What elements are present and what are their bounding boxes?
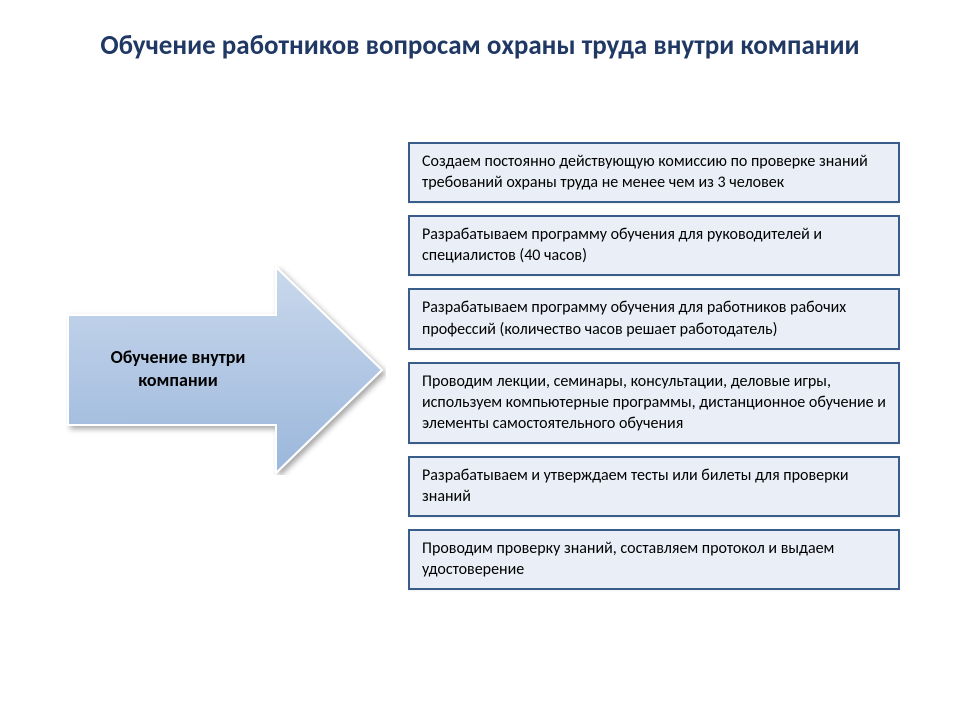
step-box: Создаем постоянно действующую комиссию п… [408,142,900,203]
step-box: Разрабатываем программу обучения для рук… [408,215,900,276]
step-box: Разрабатываем программу обучения для раб… [408,288,900,349]
step-box: Проводим проверку знаний, составляем про… [408,529,900,590]
step-box: Разрабатываем и утверждаем тесты или бил… [408,456,900,517]
page-title: Обучение работников вопросам охраны труд… [0,28,960,63]
box-list: Создаем постоянно действующую комиссию п… [408,142,900,590]
arrow-label: Обучение внутри компании [78,346,278,393]
step-box: Проводим лекции, семинары, консультации,… [408,362,900,444]
